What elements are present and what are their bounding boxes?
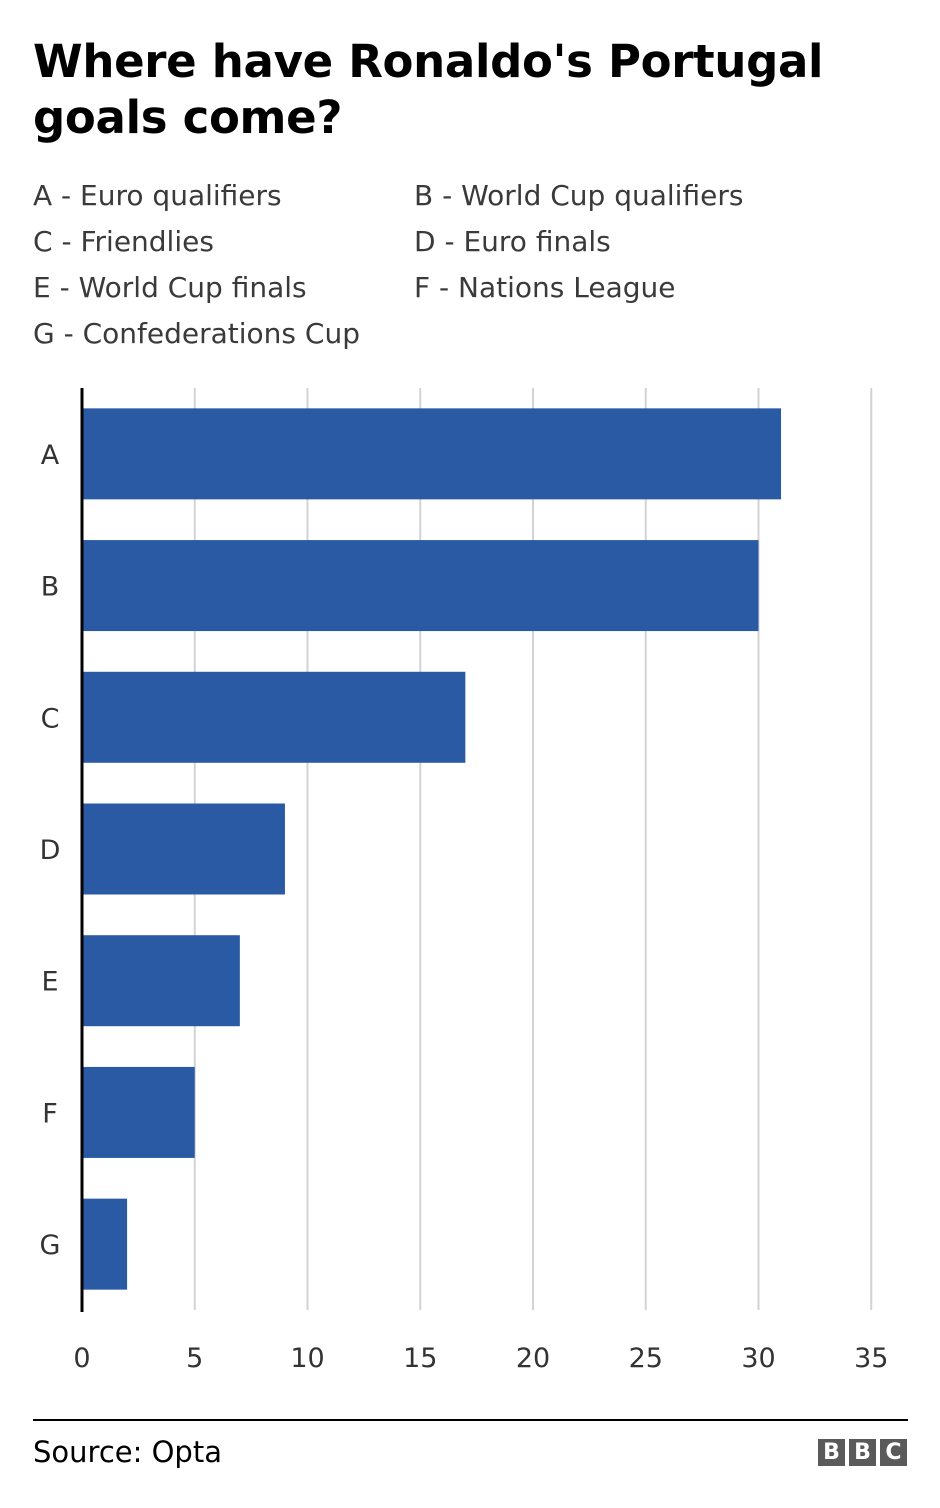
legend-item-f: F - Nations League xyxy=(414,271,676,304)
legend-item-e: E - World Cup finals xyxy=(33,271,307,304)
bar-a xyxy=(82,408,782,500)
footer-divider xyxy=(33,1419,908,1421)
category-label: A xyxy=(41,440,60,471)
bar-e xyxy=(82,935,240,1027)
legend-item-a: A - Euro qualifiers xyxy=(33,179,282,212)
bar-c xyxy=(82,671,466,763)
category-label: C xyxy=(41,703,60,734)
bbc-logo-letter: B xyxy=(849,1439,876,1466)
x-tick-label: 0 xyxy=(73,1343,90,1374)
x-tick-label: 25 xyxy=(629,1343,663,1374)
x-tick-label: 10 xyxy=(290,1343,324,1374)
x-tick-label: 15 xyxy=(403,1343,437,1374)
legend-item-c: C - Friendlies xyxy=(33,225,214,258)
category-label: B xyxy=(41,572,60,603)
bar-g xyxy=(82,1198,128,1290)
bbc-logo: B B C xyxy=(818,1439,907,1466)
legend-item-g: G - Confederations Cup xyxy=(33,317,360,350)
category-label: D xyxy=(40,835,61,866)
bar-f xyxy=(82,1066,195,1158)
x-tick-label: 5 xyxy=(186,1343,203,1374)
bar-d xyxy=(82,803,285,895)
category-label: F xyxy=(42,1098,58,1129)
x-tick-label: 30 xyxy=(741,1343,775,1374)
bbc-logo-letter: B xyxy=(818,1439,845,1466)
chart-title: Where have Ronaldo's Portugal goals come… xyxy=(33,35,824,144)
bar-b xyxy=(82,540,759,632)
bbc-logo-letter: C xyxy=(880,1439,907,1466)
category-legend: A - Euro qualifiers B - World Cup qualif… xyxy=(33,176,913,356)
category-label: G xyxy=(40,1230,61,1261)
legend-item-b: B - World Cup qualifiers xyxy=(414,179,744,212)
category-label: E xyxy=(41,967,58,998)
x-tick-label: 20 xyxy=(516,1343,550,1374)
source-note: Source: Opta xyxy=(33,1435,222,1469)
legend-item-d: D - Euro finals xyxy=(414,225,611,258)
bar-chart: A B C D E F G 0 5 10 15 20 25 30 35 xyxy=(40,388,888,1374)
x-tick-label: 35 xyxy=(854,1343,888,1374)
